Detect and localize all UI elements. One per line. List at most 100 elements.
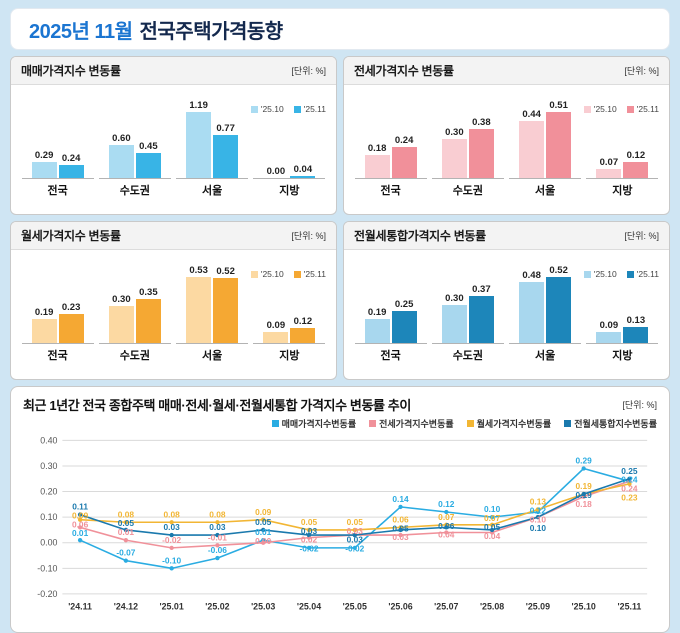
bar-with-value: 0.04 — [290, 164, 316, 178]
data-point-label: -0.06 — [208, 545, 227, 555]
bar-value: 0.29 — [34, 149, 54, 161]
data-point-label: 0.05 — [484, 522, 501, 532]
bar-value: 0.52 — [216, 266, 235, 278]
data-point-label: 0.25 — [621, 466, 638, 476]
data-point-marker — [123, 538, 129, 543]
bar — [519, 121, 545, 178]
legend-label: '25.11 — [636, 104, 659, 114]
panel-jeonwolse-combined-chart: 전월세통합가격지수 변동률 [단위: %] '25.10'25.11 0.19 0.… — [343, 221, 670, 380]
category-label: 지방 — [279, 185, 300, 197]
data-point-marker — [123, 558, 129, 563]
baseline — [509, 343, 582, 344]
bar-value: 0.51 — [549, 100, 568, 111]
data-point-marker — [215, 532, 220, 538]
data-point-label: 0.05 — [255, 517, 272, 527]
panel-header: 매매가격지수 변동률 [단위: %] — [11, 57, 336, 85]
legend-item-월세가격지수변동률: 월세가격지수변동률 — [466, 417, 552, 430]
unit-label: [단위: %] — [624, 231, 659, 241]
legend-label: 월세가격지수변동률 — [476, 419, 552, 429]
data-point-marker — [489, 527, 495, 533]
bar-value: 0.52 — [549, 265, 568, 276]
bar-with-value: 0.09 — [596, 320, 622, 343]
panel-header: 전월세통합가격지수 변동률 [단위: %] — [344, 222, 669, 250]
bar — [58, 164, 84, 178]
category-label: 지방 — [612, 185, 633, 197]
bar-value: 0.35 — [139, 287, 158, 299]
bar — [213, 278, 239, 343]
bar-with-value: 0.24 — [391, 135, 417, 178]
baseline — [253, 343, 326, 344]
legend-item: '25.10 — [250, 104, 284, 114]
bar-group-지방: 0.09 0.13 지방 — [586, 264, 659, 363]
baseline — [176, 178, 249, 179]
bar-with-value: 0.53 — [186, 265, 212, 343]
data-point-label: 0.10 — [530, 514, 547, 524]
data-point-marker — [169, 545, 174, 551]
line-chart-title: 최근 1년간 전국 종합주택 매매·전세·월세·전월세통합 가격지수 변동률 추… — [23, 398, 411, 413]
data-point-label: 0.29 — [576, 456, 593, 466]
bar-chart-body: '25.10 '25.11 0.19 0.25 전국 0.30 0.37 수도권 0.48 0.5… — [344, 264, 669, 379]
bar-with-value: 0.38 — [468, 117, 494, 178]
legend-label: 전세가격지수변동률 — [379, 419, 454, 429]
bar-group-수도권: 0.30 0.38 수도권 — [431, 99, 504, 198]
bar — [135, 153, 161, 178]
bar — [441, 304, 467, 343]
bars-pair: 0.19 0.23 — [31, 264, 84, 343]
y-tick-label: 0.30 — [40, 461, 57, 471]
baseline — [21, 343, 94, 344]
bar-value: 0.44 — [522, 109, 541, 121]
panel-title: 월세가격지수 변동률 — [21, 229, 121, 243]
y-tick-label: -0.20 — [37, 589, 57, 599]
x-tick-label: '25.10 — [572, 602, 596, 612]
data-point-marker — [398, 504, 403, 510]
y-tick-label: -0.10 — [37, 563, 57, 573]
bar-value: 0.37 — [472, 284, 491, 296]
panel-wolse-price-chart: 월세가격지수 변동률 [단위: %] '25.10 '25.11 0.19 0.23 전… — [10, 221, 337, 380]
data-point-marker — [398, 527, 403, 533]
legend-swatch — [293, 105, 301, 113]
category-label: 전국 — [380, 185, 401, 197]
legend-item: '25.10 — [583, 269, 617, 279]
bar-value: 0.09 — [266, 319, 286, 331]
legend-swatch — [626, 105, 634, 113]
data-point-label: 0.00 — [255, 536, 272, 546]
data-point-label: 0.01 — [255, 527, 272, 537]
panel-legend: '25.10 '25.11 — [583, 104, 659, 114]
data-point-marker — [306, 527, 312, 533]
bar-with-value: 0.07 — [596, 157, 622, 178]
data-point-label: 0.12 — [530, 505, 547, 515]
bar-with-value: 0.35 — [135, 287, 161, 343]
data-point-marker — [489, 522, 495, 527]
data-point-label: 0.08 — [118, 509, 135, 519]
legend-swatch — [250, 105, 258, 113]
bar-with-value: 0.23 — [58, 302, 84, 343]
panel-sale-price-chart: 매매가격지수 변동률 [단위: %] '25.10 '25.11 0.29 0.24 전… — [10, 56, 337, 215]
bars-pair: 0.09 0.12 — [263, 264, 316, 343]
bar-group-서울: 0.44 0.51 서울 — [509, 99, 582, 198]
legend-swatch — [293, 270, 301, 278]
bars-pair: 0.29 0.24 — [31, 99, 84, 178]
bar-with-value: 0.51 — [546, 100, 572, 178]
baseline — [586, 178, 659, 179]
bar-with-value: 0.52 — [213, 266, 239, 343]
bar — [468, 296, 494, 343]
data-point-label: 0.10 — [530, 523, 547, 533]
page-title-month: 2025년 11월 — [29, 20, 133, 43]
bar-value: 0.30 — [445, 292, 464, 304]
legend-swatch — [583, 105, 591, 113]
baseline — [354, 178, 427, 179]
data-point-label: 0.19 — [576, 481, 593, 491]
bar-chart-body: '25.10 '25.11 0.18 0.24 전국 0.30 0.38 수도권 0.44 0.5… — [344, 99, 669, 214]
bar-groups-row: 0.29 0.24 전국 0.60 0.45 수도권 1.19 0.77 서울 0.00 0.04 지… — [11, 99, 336, 198]
line-chart-header: 최근 1년간 전국 종합주택 매매·전세·월세·전월세통합 가격지수 변동률 추… — [23, 395, 657, 414]
panel-title: 전월세통합가격지수 변동률 — [354, 229, 486, 243]
data-point-marker — [77, 538, 83, 543]
data-point-label: 0.04 — [484, 531, 501, 541]
page-title-text: 전국주택가격동향 — [139, 20, 284, 43]
bar — [623, 326, 649, 343]
panel-jeonse-price-chart: 전세가격지수 변동률 [단위: %] '25.10 '25.11 0.18 0.24 전… — [343, 56, 670, 215]
category-label: 수도권 — [452, 185, 484, 197]
unit-label: [단위: %] — [622, 400, 657, 410]
bar-value: 0.77 — [216, 123, 235, 135]
baseline — [586, 343, 659, 344]
